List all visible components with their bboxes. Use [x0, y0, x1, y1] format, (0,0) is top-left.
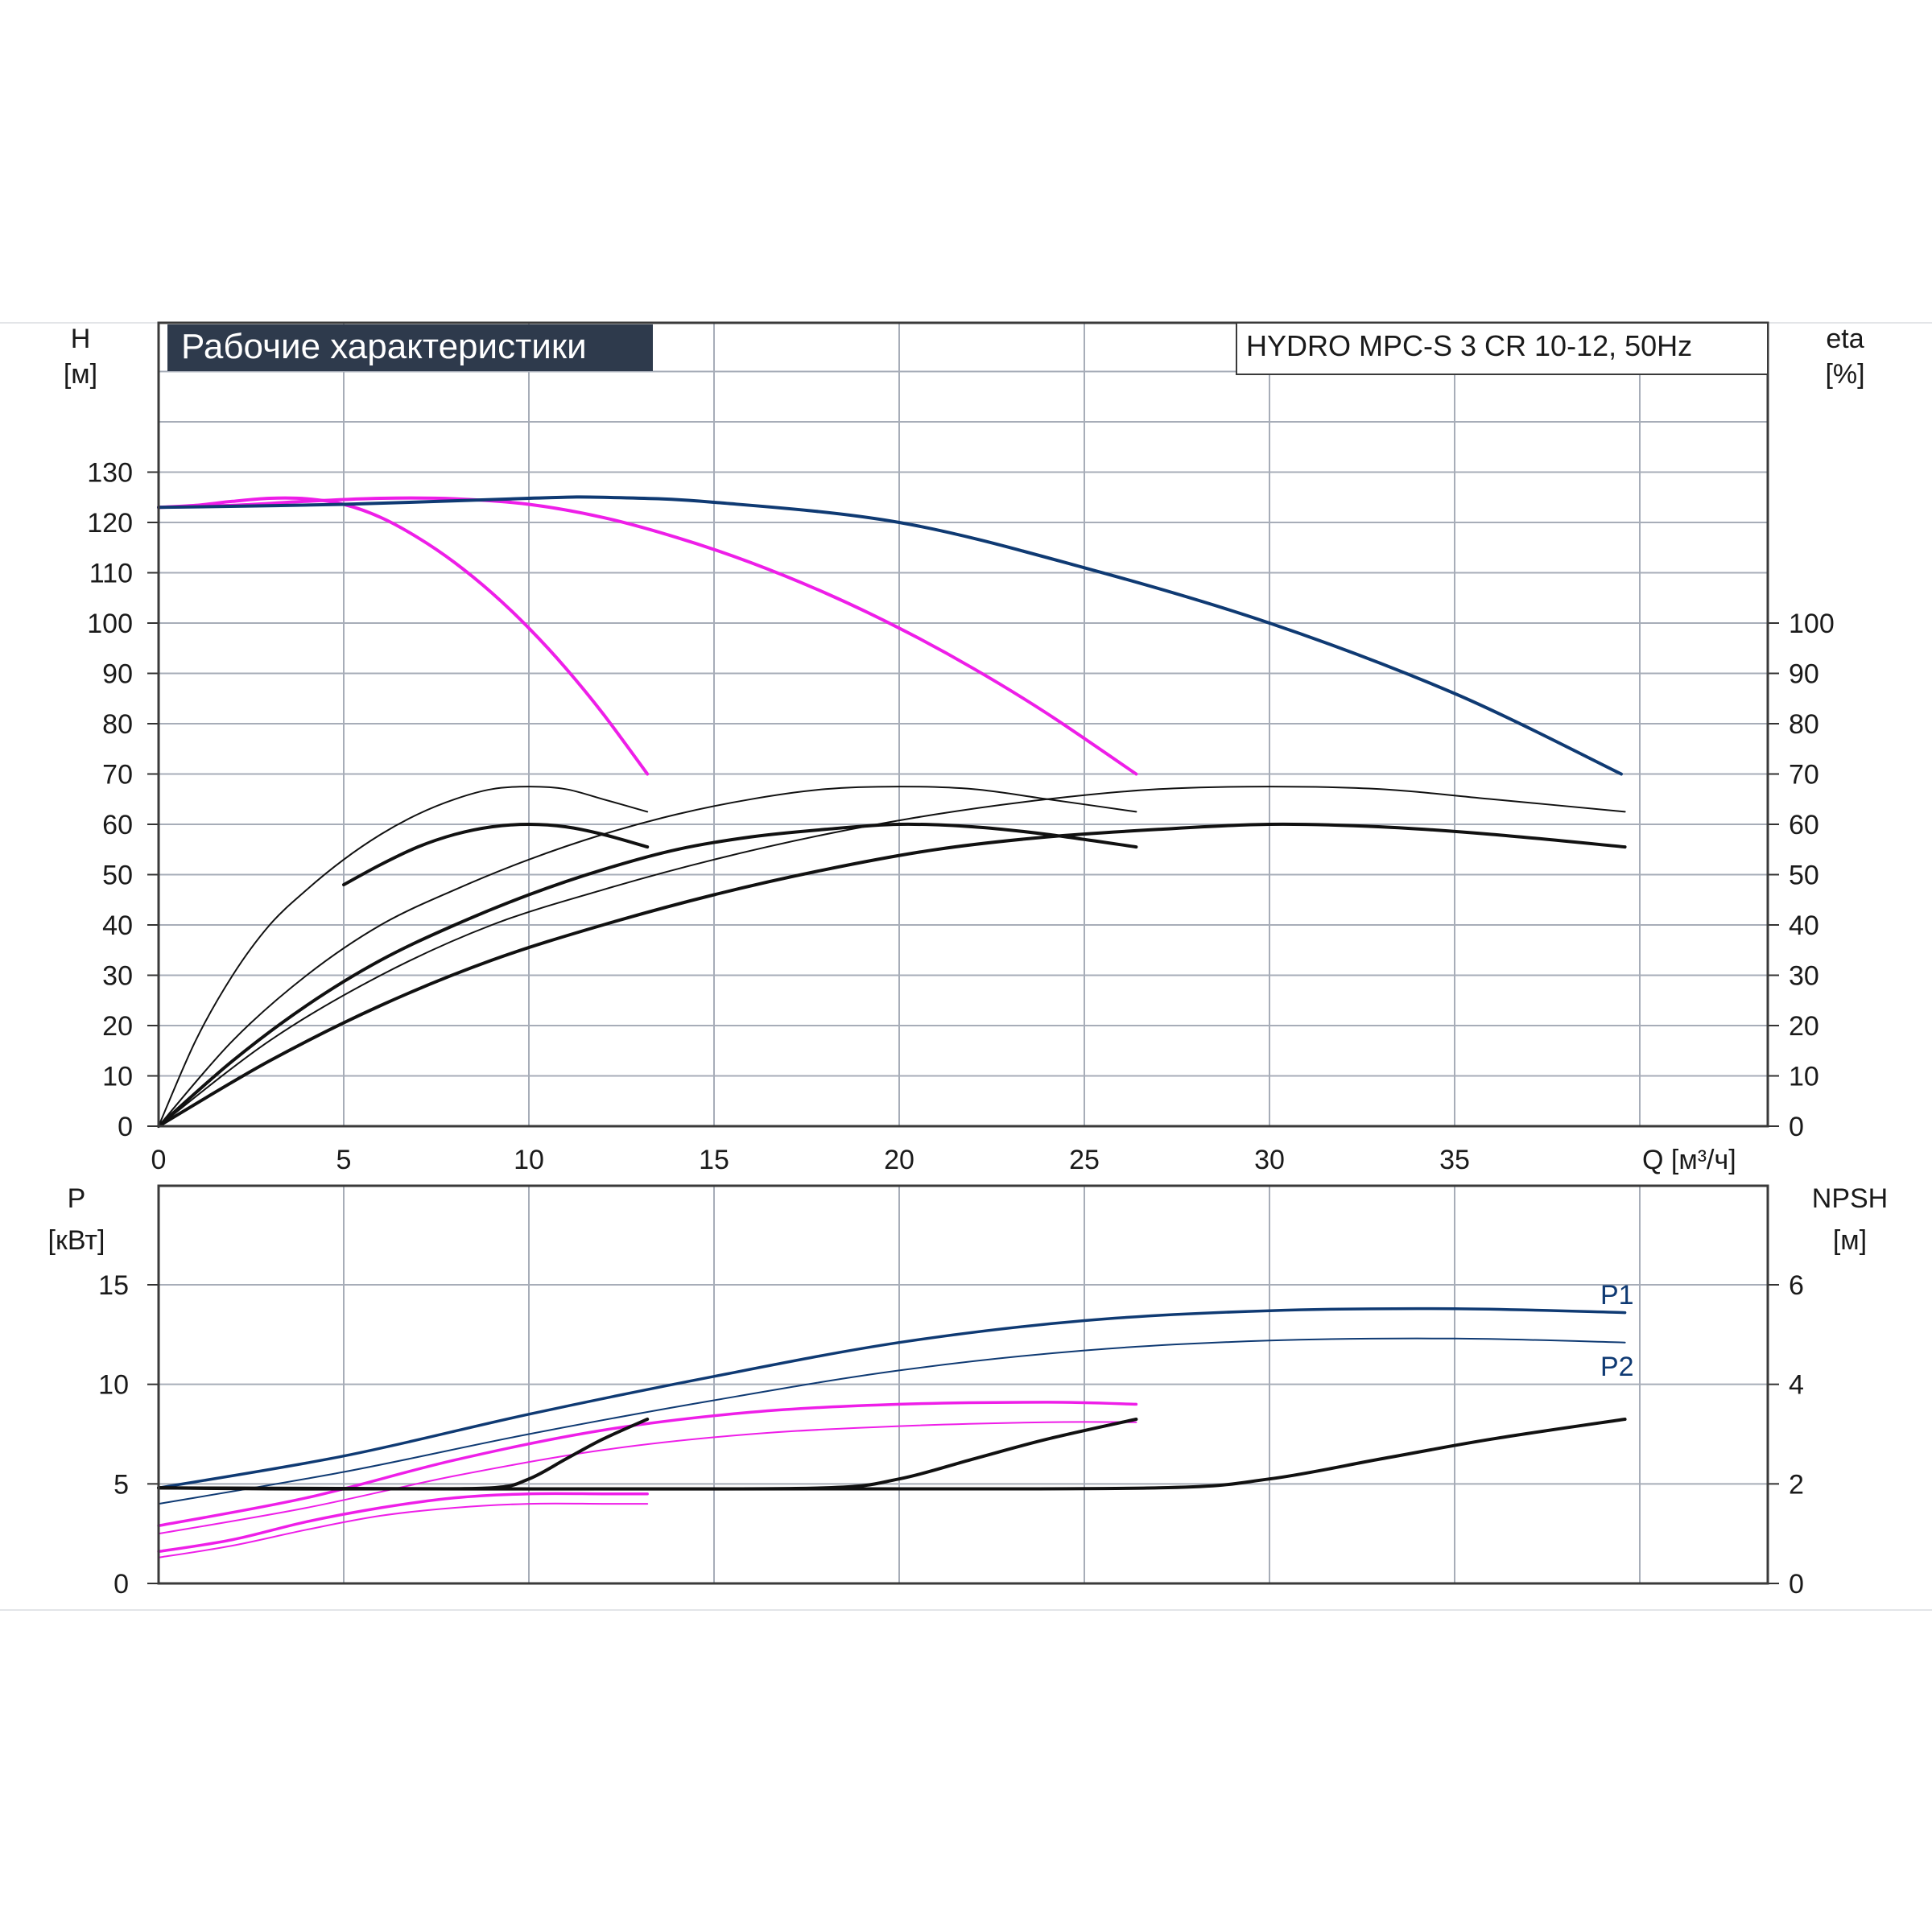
- y-tick-label-head: 60: [102, 810, 133, 840]
- y-axis-label-head: H: [71, 324, 91, 354]
- series-head-0: [157, 496, 650, 776]
- power-panel-grid: [159, 1186, 1768, 1583]
- y-tick-label-head: 130: [87, 458, 133, 489]
- y-tick-label-head: 10: [102, 1062, 133, 1092]
- y-axis-label-power: P: [68, 1183, 86, 1214]
- y-tick-label-power: 10: [98, 1370, 129, 1401]
- y-tick-label-eta: 100: [1789, 609, 1835, 639]
- legend-p1: P1: [1600, 1280, 1634, 1311]
- power-panel-series: [157, 1307, 1627, 1558]
- series-P1-0: [157, 1307, 1627, 1490]
- y-tick-label-eta: 10: [1789, 1062, 1819, 1092]
- y-tick-label-head: 20: [102, 1011, 133, 1042]
- series-eta_bold-7: [157, 822, 1138, 1128]
- x-tick-label: 15: [699, 1145, 729, 1175]
- y-tick-label-eta: 20: [1789, 1011, 1819, 1042]
- y-tick-label-npsh: 4: [1789, 1370, 1804, 1401]
- y-tick-label-power: 0: [114, 1569, 129, 1600]
- y-tick-label-head: 120: [87, 508, 133, 539]
- x-tick-label: 20: [884, 1145, 914, 1175]
- y-tick-label-npsh: 0: [1789, 1569, 1804, 1600]
- series-head-1: [157, 496, 1138, 776]
- chart-subtitle: HYDRO MPC-S 3 CR 10-12, 50Hz: [1246, 329, 1692, 362]
- y-tick-label-eta: 80: [1789, 709, 1819, 740]
- series-P1-4: [157, 1492, 649, 1554]
- chart-title-box: [167, 324, 653, 371]
- y-tick-label-eta: 60: [1789, 810, 1819, 840]
- series-P2-5: [158, 1502, 649, 1558]
- series-P2-3: [158, 1421, 1137, 1535]
- series-P2-1: [158, 1337, 1626, 1505]
- y-axis-unit-npsh: [м]: [1833, 1225, 1867, 1256]
- y-tick-label-eta: 40: [1789, 910, 1819, 941]
- legend-p2: P2: [1600, 1352, 1634, 1382]
- y-tick-label-eta: 50: [1789, 861, 1819, 891]
- y-tick-label-eta: 90: [1789, 659, 1819, 690]
- head-panel-frame: [157, 321, 1769, 1128]
- y-axis-unit-power: [кВт]: [48, 1225, 105, 1256]
- x-tick-label: 5: [336, 1145, 352, 1175]
- y-tick-label-head: 0: [118, 1112, 133, 1142]
- y-tick-label-eta: 30: [1789, 961, 1819, 992]
- x-tick-label: 35: [1439, 1145, 1470, 1175]
- y-tick-label-head: 80: [102, 709, 133, 740]
- x-tick-label: 10: [514, 1145, 544, 1175]
- x-tick-label: 30: [1254, 1145, 1285, 1175]
- y-tick-label-head: 40: [102, 910, 133, 941]
- y-tick-label-power: 5: [114, 1469, 129, 1500]
- chart-subtitle-box: [1236, 322, 1769, 375]
- y-tick-label-eta: 70: [1789, 760, 1819, 791]
- power-panel-frame: [157, 1184, 1769, 1585]
- series-eta-3: [158, 786, 649, 1127]
- x-axis-label: Q [м³/ч]: [1642, 1145, 1736, 1175]
- chart-title: Рабочие характеристики: [181, 327, 587, 366]
- y-tick-label-head: 70: [102, 760, 133, 791]
- y-axis-label-npsh: NPSH: [1812, 1183, 1888, 1214]
- series-eta_bold-8: [157, 822, 1627, 1128]
- x-tick-label: 0: [151, 1145, 167, 1175]
- y-tick-label-head: 30: [102, 961, 133, 992]
- y-axis-unit-eta: [%]: [1825, 359, 1864, 390]
- y-tick-label-head: 100: [87, 609, 133, 639]
- series-eta_bold-6: [342, 822, 650, 886]
- y-axis-unit-head: [м]: [64, 359, 97, 390]
- y-tick-label-npsh: 6: [1789, 1270, 1804, 1301]
- series-head-2: [157, 495, 1623, 776]
- head-panel-series: [157, 495, 1627, 1128]
- y-axis-label-eta: eta: [1826, 324, 1864, 354]
- tick-labels: 0102030405060708090100110120130010203040…: [87, 458, 1834, 1600]
- y-tick-label-head: 50: [102, 861, 133, 891]
- series-NPSH-8: [157, 1418, 1627, 1491]
- y-tick-label-power: 15: [98, 1270, 129, 1301]
- series-eta-4: [158, 786, 1137, 1127]
- x-tick-label: 25: [1069, 1145, 1100, 1175]
- series-P1-2: [157, 1401, 1138, 1528]
- y-tick-label-npsh: 2: [1789, 1469, 1804, 1500]
- head-panel-grid: [159, 323, 1768, 1126]
- y-tick-label-head: 110: [89, 559, 133, 589]
- y-tick-label-eta: 0: [1789, 1112, 1804, 1142]
- y-tick-label-head: 90: [102, 659, 133, 690]
